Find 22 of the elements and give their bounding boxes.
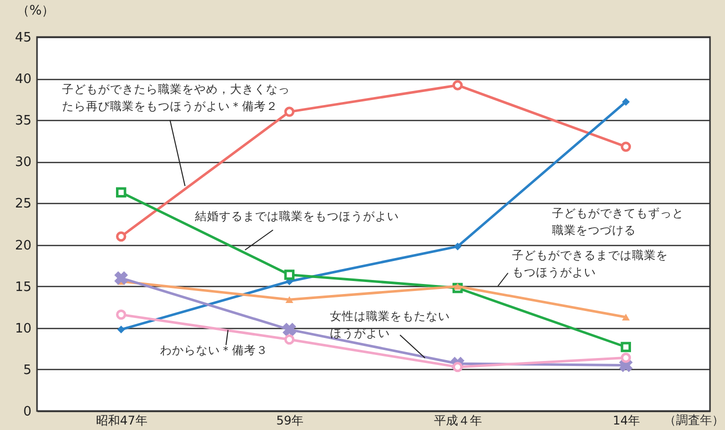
x-tick-label: 昭和47年 xyxy=(96,414,148,428)
series-label: 女性は職業をもたないほうがよい xyxy=(330,309,450,340)
y-axis-title: （%） xyxy=(16,4,55,18)
y-tick-label: 40 xyxy=(14,72,32,88)
y-tick-label: 0 xyxy=(23,404,32,420)
x-axis-title: （調査年） xyxy=(664,413,724,427)
y-tick-label: 5 xyxy=(23,362,32,378)
y-tick-label: 10 xyxy=(14,321,32,336)
y-tick-label: 45 xyxy=(14,30,32,46)
series-label: 子どもができたら職業をやめ，大きくなったら再び職業をもつほうがよい＊備考２ xyxy=(62,82,290,113)
x-tick-label: 14年 xyxy=(612,414,640,428)
y-tick-label: 25 xyxy=(14,196,32,212)
series-label: わからない＊備考３ xyxy=(160,343,268,357)
y-tick-label: 30 xyxy=(14,155,32,170)
y-tick-label: 20 xyxy=(14,238,32,254)
series-label: 結婚するまでは職業をもつほうがよい xyxy=(194,209,399,223)
x-tick-label: 平成４年 xyxy=(434,414,482,428)
y-tick-label: 35 xyxy=(14,114,32,129)
x-tick-label: 59年 xyxy=(276,414,304,428)
y-tick-label: 15 xyxy=(14,280,32,295)
text: 子どもができてもずっと職業をつづける xyxy=(552,206,684,237)
series-label: 子どもができるまでは職業をもつほうがよい xyxy=(512,248,668,279)
